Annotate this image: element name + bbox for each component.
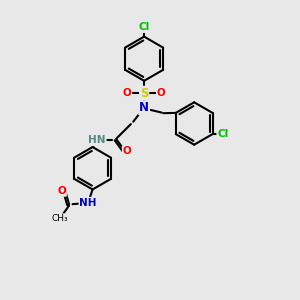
- Text: O: O: [123, 146, 131, 157]
- Text: N: N: [139, 101, 149, 114]
- Text: S: S: [140, 87, 148, 100]
- Text: CH₃: CH₃: [52, 214, 68, 223]
- Text: O: O: [123, 88, 131, 98]
- Text: NH: NH: [80, 198, 97, 208]
- Text: O: O: [57, 186, 66, 196]
- Text: HN: HN: [88, 135, 106, 145]
- Text: O: O: [157, 88, 166, 98]
- Text: Cl: Cl: [139, 22, 150, 32]
- Text: Cl: Cl: [217, 129, 229, 139]
